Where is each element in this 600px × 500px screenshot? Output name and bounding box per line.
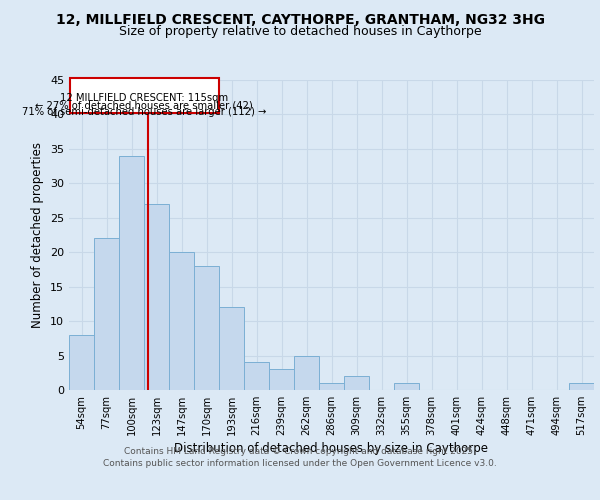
Bar bbox=[319, 383, 344, 390]
Bar bbox=[244, 362, 269, 390]
Y-axis label: Number of detached properties: Number of detached properties bbox=[31, 142, 44, 328]
Text: Size of property relative to detached houses in Caythorpe: Size of property relative to detached ho… bbox=[119, 25, 481, 38]
Bar bbox=[69, 335, 94, 390]
Bar bbox=[269, 370, 294, 390]
Bar bbox=[569, 383, 594, 390]
Text: 71% of semi-detached houses are larger (112) →: 71% of semi-detached houses are larger (… bbox=[22, 107, 266, 117]
FancyBboxPatch shape bbox=[70, 78, 218, 113]
Bar bbox=[344, 376, 369, 390]
Bar bbox=[144, 204, 169, 390]
Text: Contains public sector information licensed under the Open Government Licence v3: Contains public sector information licen… bbox=[103, 458, 497, 468]
Text: 12, MILLFIELD CRESCENT, CAYTHORPE, GRANTHAM, NG32 3HG: 12, MILLFIELD CRESCENT, CAYTHORPE, GRANT… bbox=[56, 12, 545, 26]
Bar bbox=[294, 356, 319, 390]
Bar bbox=[94, 238, 119, 390]
Bar bbox=[119, 156, 144, 390]
Bar bbox=[219, 308, 244, 390]
X-axis label: Distribution of detached houses by size in Caythorpe: Distribution of detached houses by size … bbox=[175, 442, 488, 455]
Text: ← 27% of detached houses are smaller (42): ← 27% of detached houses are smaller (42… bbox=[35, 100, 253, 110]
Bar bbox=[194, 266, 219, 390]
Text: 12 MILLFIELD CRESCENT: 115sqm: 12 MILLFIELD CRESCENT: 115sqm bbox=[60, 93, 228, 103]
Bar bbox=[169, 252, 194, 390]
Text: Contains HM Land Registry data © Crown copyright and database right 2025.: Contains HM Land Registry data © Crown c… bbox=[124, 448, 476, 456]
Bar bbox=[394, 383, 419, 390]
